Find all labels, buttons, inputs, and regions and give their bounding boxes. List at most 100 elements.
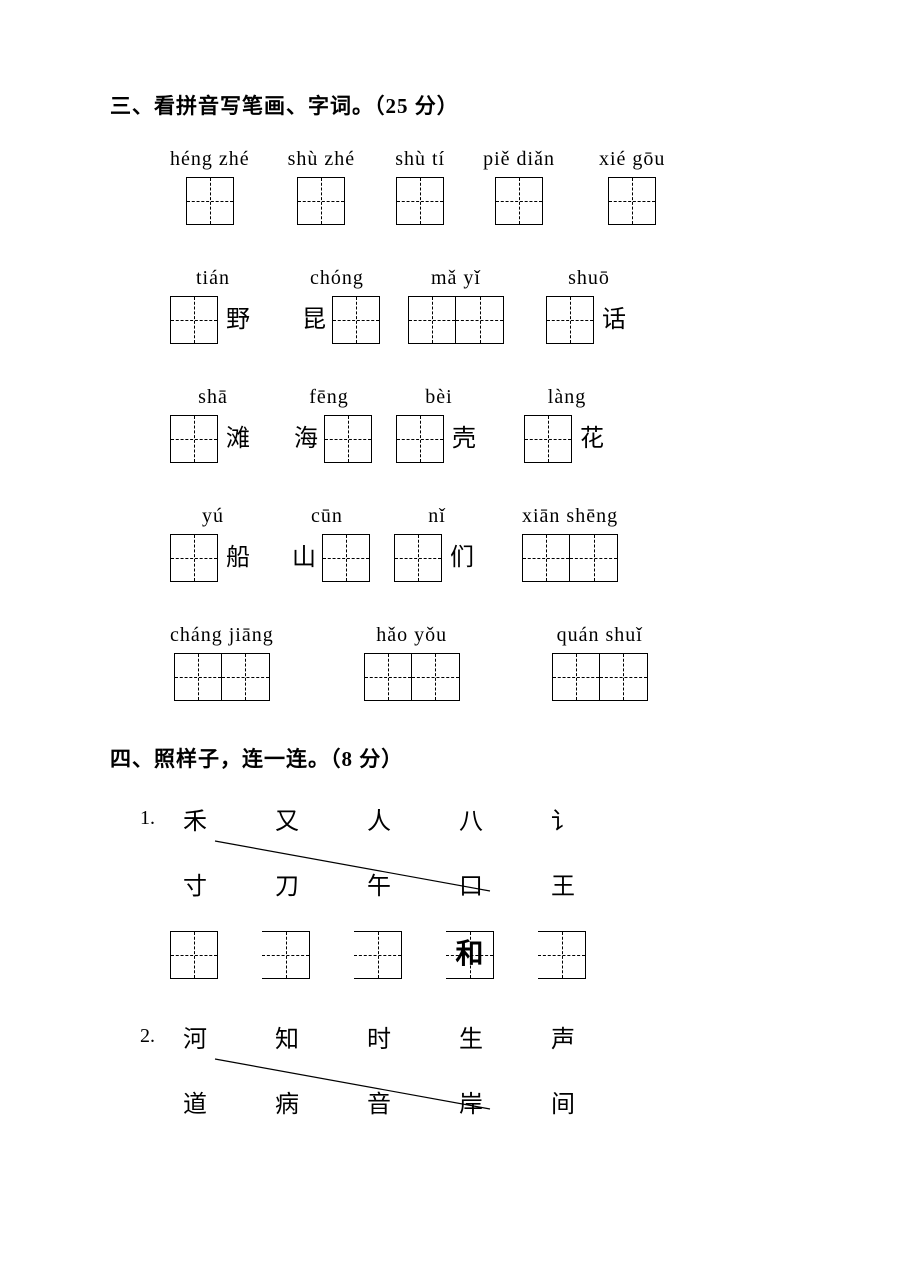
- pinyin-label: héng zhé: [170, 148, 250, 171]
- pinyin-row: tián野 chóng 昆 mǎ yǐ shuō 话: [110, 267, 810, 344]
- tianzi-grid-box[interactable]: [354, 931, 402, 979]
- tianzi-grid-box[interactable]: [608, 177, 656, 225]
- pinyin-label: shā: [198, 386, 228, 409]
- match-character[interactable]: 声: [548, 1019, 578, 1054]
- pinyin-item: shā 滩: [170, 386, 256, 463]
- pinyin-label: tián: [196, 267, 230, 290]
- match-character[interactable]: 人: [364, 801, 394, 836]
- pinyin-label: shù zhé: [288, 148, 356, 171]
- tianzi-grid-box[interactable]: [524, 415, 572, 463]
- pinyin-item: xié gōu: [599, 148, 665, 225]
- pinyin-item: nǐ 们: [394, 505, 480, 582]
- question-number: 1.: [140, 807, 180, 830]
- match-character[interactable]: 午: [364, 866, 394, 901]
- tianzi-grid-box[interactable]: [408, 296, 456, 344]
- pinyin-item: shù tí: [395, 148, 445, 225]
- pinyin-item: làng 花: [524, 386, 610, 463]
- tianzi-grid-box[interactable]: [322, 534, 370, 582]
- tianzi-grid-box[interactable]: [324, 415, 372, 463]
- pinyin-item: tián野: [170, 267, 256, 344]
- pinyin-item: cūn 山: [284, 505, 370, 582]
- tianzi-grid-box[interactable]: [297, 177, 345, 225]
- match-question-2: 2. 河 知 时 生 声 道 病 音 岸 间: [140, 1019, 810, 1119]
- given-character: 滩: [218, 415, 256, 463]
- given-character: 海: [286, 415, 324, 463]
- match-character[interactable]: 八: [456, 801, 486, 836]
- match-character[interactable]: 河: [180, 1019, 210, 1054]
- tianzi-grid-box[interactable]: [222, 653, 270, 701]
- tianzi-grid-box[interactable]: [262, 931, 310, 979]
- pinyin-label: xiān shēng: [522, 505, 618, 528]
- match-q2-bottom-row: 道病音岸间: [140, 1084, 810, 1119]
- given-character: 昆: [294, 296, 332, 344]
- tianzi-grid-box[interactable]: [332, 296, 380, 344]
- match-character[interactable]: 时: [364, 1019, 394, 1054]
- pinyin-item: bèi壳: [396, 386, 482, 463]
- section-3-heading: 三、看拼音写笔画、字词。（25 分）: [110, 90, 810, 120]
- match-character[interactable]: 岸: [456, 1084, 486, 1119]
- given-character: 山: [284, 534, 322, 582]
- pinyin-item: yú 船: [170, 505, 256, 582]
- tianzi-grid-box[interactable]: [412, 653, 460, 701]
- given-character: 话: [594, 296, 632, 344]
- pinyin-label: fēng: [309, 386, 349, 409]
- match-q2-top-row: 2. 河 知 时 生 声: [140, 1019, 810, 1054]
- question-number: 2.: [140, 1025, 180, 1048]
- tianzi-grid-box[interactable]: 和: [446, 931, 494, 979]
- tianzi-grid-box[interactable]: [396, 415, 444, 463]
- tianzi-grid-box[interactable]: [364, 653, 412, 701]
- tianzi-grid-box[interactable]: [174, 653, 222, 701]
- match-character[interactable]: 寸: [180, 866, 210, 901]
- pinyin-label: cūn: [311, 505, 343, 528]
- pinyin-item: piě diǎn: [483, 148, 555, 225]
- pinyin-label: shuō: [568, 267, 610, 290]
- tianzi-grid-box[interactable]: [552, 653, 600, 701]
- given-character: 们: [442, 534, 480, 582]
- pinyin-item: mǎ yǐ: [408, 267, 504, 344]
- tianzi-grid-box[interactable]: [396, 177, 444, 225]
- tianzi-grid-box[interactable]: [538, 931, 586, 979]
- tianzi-grid-box[interactable]: [600, 653, 648, 701]
- tianzi-grid-box[interactable]: [170, 931, 218, 979]
- match-character[interactable]: 知: [272, 1019, 302, 1054]
- match-character[interactable]: 禾: [180, 801, 210, 836]
- tianzi-grid-box[interactable]: [170, 415, 218, 463]
- pinyin-item: héng zhé: [170, 148, 250, 225]
- match-character[interactable]: 生: [456, 1019, 486, 1054]
- tianzi-grid-box[interactable]: [546, 296, 594, 344]
- tianzi-grid-box[interactable]: [495, 177, 543, 225]
- tianzi-grid-box[interactable]: [522, 534, 570, 582]
- tianzi-grid-box[interactable]: [570, 534, 618, 582]
- tianzi-grid-box[interactable]: [456, 296, 504, 344]
- match-question-1: 1. 禾 又 人 八 讠 寸 刀 午 口 王 和: [140, 801, 810, 979]
- match-character[interactable]: 又: [272, 801, 302, 836]
- pinyin-label: yú: [202, 505, 224, 528]
- match-character[interactable]: 音: [364, 1084, 394, 1119]
- match-character[interactable]: 间: [548, 1084, 578, 1119]
- pinyin-label: piě diǎn: [483, 148, 555, 171]
- worksheet-page: 三、看拼音写笔画、字词。（25 分） héng zhé shù zhé shù tí…: [0, 0, 920, 1209]
- tianzi-grid-box[interactable]: [186, 177, 234, 225]
- match-character[interactable]: 病: [272, 1084, 302, 1119]
- pinyin-item: chóng 昆: [294, 267, 380, 344]
- pinyin-label: chóng: [310, 267, 364, 290]
- given-character: 船: [218, 534, 256, 582]
- pinyin-label: nǐ: [428, 505, 446, 528]
- pinyin-label: bèi: [425, 386, 452, 409]
- tianzi-grid-box[interactable]: [394, 534, 442, 582]
- pinyin-item: shù zhé: [288, 148, 356, 225]
- pinyin-label: mǎ yǐ: [431, 267, 481, 290]
- match-character[interactable]: 讠: [548, 801, 578, 836]
- match-character[interactable]: 刀: [272, 866, 302, 901]
- tianzi-grid-box[interactable]: [170, 534, 218, 582]
- match-q1-top-row: 1. 禾 又 人 八 讠: [140, 801, 810, 836]
- pinyin-row: cháng jiānghǎo yǒuquán shuǐ: [110, 624, 810, 701]
- match-character[interactable]: 道: [180, 1084, 210, 1119]
- match-character[interactable]: 王: [548, 866, 578, 901]
- tianzi-grid-box[interactable]: [170, 296, 218, 344]
- pinyin-label: làng: [548, 386, 586, 409]
- match-character[interactable]: 口: [456, 866, 486, 901]
- pinyin-row: shā 滩 fēng 海 bèi壳 làng 花: [110, 386, 810, 463]
- pinyin-item: shuō 话: [546, 267, 632, 344]
- given-character: 花: [572, 415, 610, 463]
